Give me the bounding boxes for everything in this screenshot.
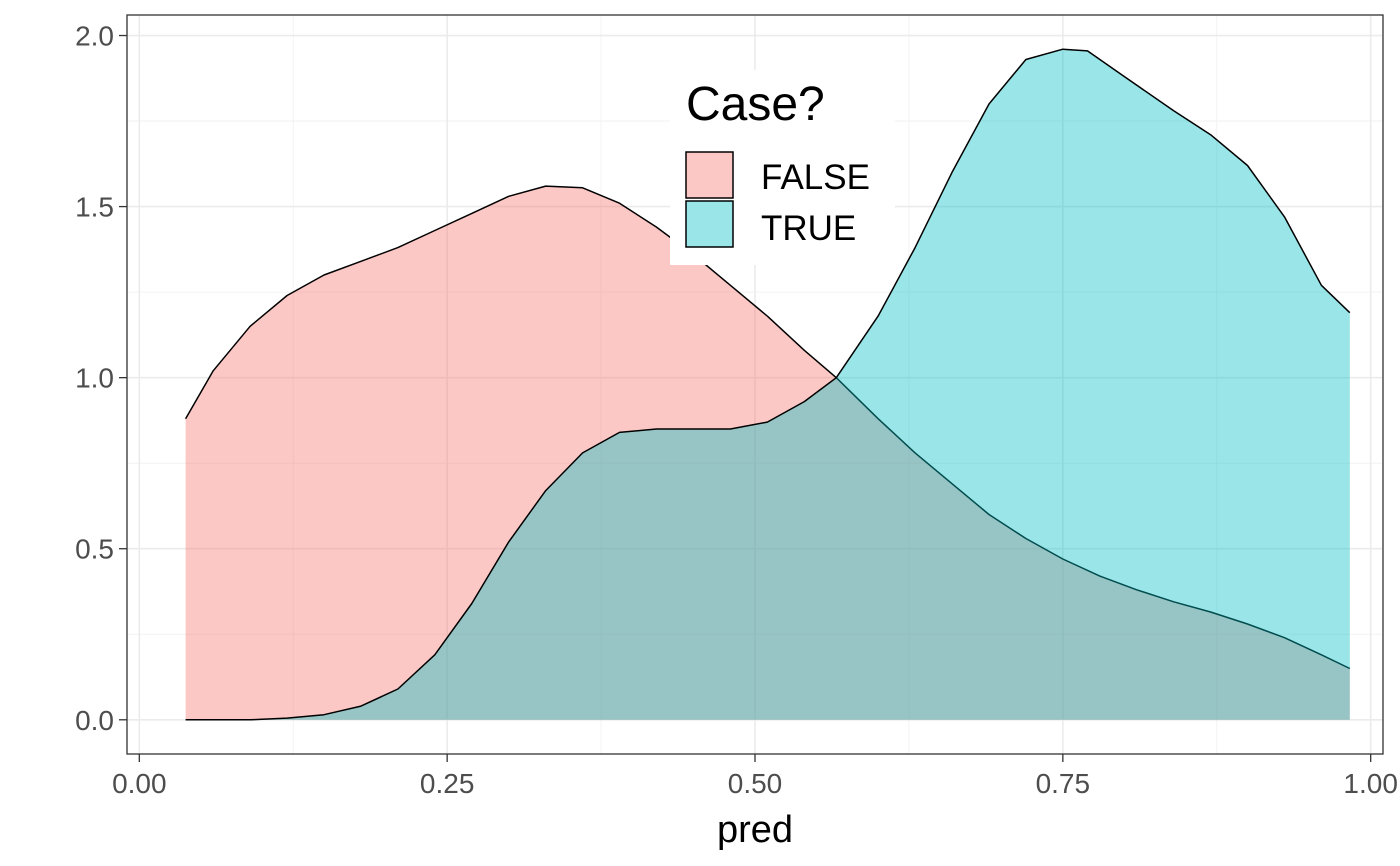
x-tick-label: 0.25 [420,768,475,799]
density-area-true [185,49,1350,720]
x-tick-label: 1.00 [1343,768,1398,799]
density-line-true [185,48,1351,721]
x-tick-label: 0.50 [728,768,783,799]
y-tick-label: 0.5 [75,534,114,565]
legend-key-true [685,200,734,248]
legend-background [670,70,895,265]
y-tick-label: 2.0 [75,21,114,52]
grid [127,15,1383,754]
legend-title: Case? [686,78,825,131]
density-line-false [184,185,1351,670]
legend-label-true: TRUE [761,209,856,248]
x-tick-label: 0.75 [1036,768,1091,799]
axes: 0.00 0.25 0.50 0.75 1.00 0.0 0.5 1.0 1.5 2.0 [75,21,1398,799]
density-areas [184,48,1351,721]
x-tick-label: 0.00 [112,768,167,799]
legend-key-false [685,151,734,199]
legend-label-false: FALSE [761,158,870,197]
x-axis-title: pred [717,809,793,851]
y-tick-label: 1.0 [75,363,114,394]
density-area-false [185,186,1350,720]
legend: Case? FALSE TRUE [670,70,895,265]
y-tick-label: 0.0 [75,705,114,736]
y-tick-label: 1.5 [75,192,114,223]
